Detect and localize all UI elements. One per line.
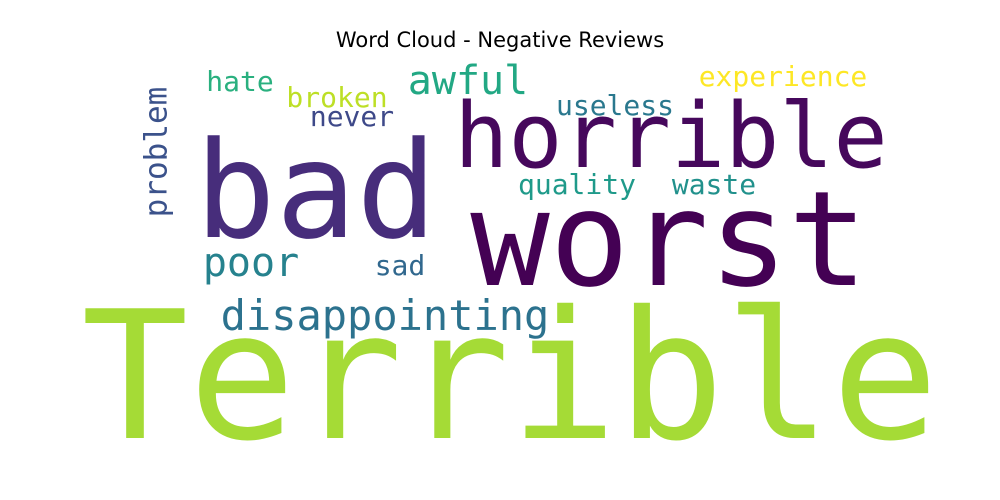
word-poor: poor bbox=[203, 240, 299, 286]
word-problem: problem bbox=[139, 87, 175, 218]
word-experience: experience bbox=[699, 60, 868, 93]
word-never: never bbox=[310, 100, 394, 133]
word-worst: worst bbox=[470, 163, 867, 317]
chart-title: Word Cloud - Negative Reviews bbox=[335, 28, 665, 52]
word-bad: bad bbox=[195, 113, 437, 269]
word-disappointing: disappointing bbox=[221, 291, 550, 340]
word-useless: useless bbox=[556, 89, 674, 122]
word-horrible: horrible bbox=[454, 84, 887, 189]
word-quality: quality bbox=[518, 168, 636, 201]
word-broken: broken bbox=[286, 81, 387, 114]
word-waste: waste bbox=[672, 168, 756, 201]
word-awful: awful bbox=[408, 58, 528, 104]
word-terrible: Terrible bbox=[81, 273, 938, 480]
word-sad: sad bbox=[375, 249, 426, 282]
word-hate: hate bbox=[206, 65, 273, 98]
